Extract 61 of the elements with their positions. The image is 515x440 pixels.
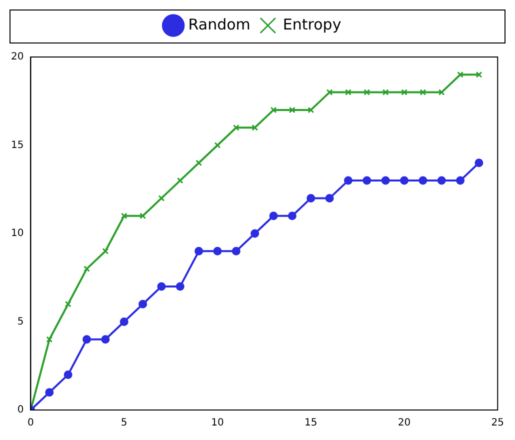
point bbox=[157, 282, 166, 291]
x-tick-label: 20 bbox=[398, 418, 411, 429]
point bbox=[120, 318, 128, 326]
x-tick-label: 10 bbox=[211, 418, 224, 429]
point bbox=[213, 246, 222, 256]
x-tick-label: 15 bbox=[304, 418, 318, 429]
point bbox=[438, 89, 445, 96]
point bbox=[344, 176, 352, 185]
point bbox=[138, 300, 148, 308]
x-tick-label: 0 bbox=[28, 418, 34, 429]
point bbox=[288, 106, 296, 114]
point bbox=[45, 388, 54, 397]
point bbox=[456, 176, 465, 185]
point bbox=[457, 71, 464, 78]
point bbox=[364, 89, 370, 96]
point bbox=[418, 176, 428, 185]
y-tick-label: 15 bbox=[10, 140, 24, 151]
point bbox=[476, 71, 482, 78]
x-tick-label: 5 bbox=[120, 418, 128, 429]
point bbox=[46, 336, 53, 343]
point bbox=[474, 158, 484, 168]
point bbox=[120, 212, 128, 220]
y-tick-label: 20 bbox=[10, 52, 24, 63]
point bbox=[250, 229, 260, 238]
point bbox=[288, 212, 296, 220]
point bbox=[64, 300, 72, 308]
point bbox=[382, 89, 389, 96]
point bbox=[252, 124, 258, 131]
point bbox=[232, 246, 240, 256]
point bbox=[102, 248, 109, 254]
point bbox=[381, 176, 390, 185]
point bbox=[420, 89, 426, 96]
legend-label: Entropy bbox=[282, 15, 342, 34]
point bbox=[232, 124, 240, 131]
point bbox=[194, 246, 204, 256]
point bbox=[437, 176, 446, 185]
point bbox=[176, 177, 184, 184]
legend-label: Random bbox=[188, 15, 250, 34]
point bbox=[101, 335, 110, 344]
point bbox=[140, 212, 146, 220]
point bbox=[176, 282, 184, 291]
point bbox=[158, 194, 165, 202]
point bbox=[308, 106, 314, 114]
y-tick-label: 10 bbox=[10, 228, 24, 240]
point bbox=[400, 176, 409, 185]
point bbox=[84, 266, 90, 272]
point bbox=[325, 194, 334, 202]
y-tick-label: 5 bbox=[17, 316, 24, 328]
point bbox=[82, 335, 92, 344]
point bbox=[269, 212, 278, 220]
y-tick-label: 0 bbox=[17, 404, 24, 416]
point bbox=[345, 89, 352, 96]
x-tick-label: 25 bbox=[491, 418, 504, 429]
point bbox=[306, 194, 316, 202]
point bbox=[270, 106, 277, 114]
point bbox=[326, 89, 333, 96]
point bbox=[214, 142, 221, 148]
point bbox=[401, 89, 408, 96]
point bbox=[196, 160, 202, 166]
point bbox=[362, 176, 372, 185]
point bbox=[64, 370, 72, 379]
